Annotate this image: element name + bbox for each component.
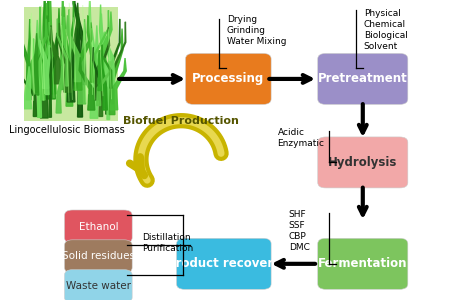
Polygon shape xyxy=(64,7,73,106)
Polygon shape xyxy=(109,29,123,115)
Text: Ethanol: Ethanol xyxy=(79,222,118,231)
Polygon shape xyxy=(18,11,31,100)
FancyBboxPatch shape xyxy=(24,7,118,121)
Text: Solid residues: Solid residues xyxy=(62,251,135,261)
Polygon shape xyxy=(111,22,126,104)
Text: Waste water: Waste water xyxy=(66,281,131,291)
Text: Product recovery: Product recovery xyxy=(167,257,281,270)
Polygon shape xyxy=(68,0,74,89)
Text: Fermentation: Fermentation xyxy=(318,257,408,270)
Polygon shape xyxy=(97,61,110,106)
Polygon shape xyxy=(110,58,126,110)
Polygon shape xyxy=(32,15,48,92)
Polygon shape xyxy=(64,17,70,91)
Polygon shape xyxy=(46,3,56,94)
Polygon shape xyxy=(106,19,120,114)
Polygon shape xyxy=(89,0,97,98)
Polygon shape xyxy=(46,0,49,99)
Polygon shape xyxy=(33,39,41,117)
Polygon shape xyxy=(67,28,79,102)
Polygon shape xyxy=(69,9,73,96)
Polygon shape xyxy=(22,66,36,116)
Polygon shape xyxy=(41,0,46,85)
Polygon shape xyxy=(78,14,82,117)
Polygon shape xyxy=(47,0,53,91)
Polygon shape xyxy=(46,45,50,95)
Polygon shape xyxy=(101,54,107,110)
Polygon shape xyxy=(49,48,52,117)
Polygon shape xyxy=(95,27,109,100)
Polygon shape xyxy=(38,7,42,88)
Text: Processing: Processing xyxy=(192,73,264,85)
Polygon shape xyxy=(36,20,48,88)
Polygon shape xyxy=(73,0,86,85)
Polygon shape xyxy=(58,23,72,92)
Text: Distillation
Purification: Distillation Purification xyxy=(142,232,193,253)
Polygon shape xyxy=(78,19,86,104)
Polygon shape xyxy=(87,16,93,82)
Polygon shape xyxy=(104,32,109,119)
FancyBboxPatch shape xyxy=(176,238,271,289)
Text: Lingocellulosic Biomass: Lingocellulosic Biomass xyxy=(9,125,125,135)
Polygon shape xyxy=(24,66,32,109)
Polygon shape xyxy=(94,10,109,83)
Polygon shape xyxy=(30,19,47,90)
Text: Biofuel Production: Biofuel Production xyxy=(123,116,239,126)
FancyBboxPatch shape xyxy=(318,137,408,188)
Text: Pretreatment: Pretreatment xyxy=(318,73,408,85)
Text: Physical
Chemical
Biological
Solvent: Physical Chemical Biological Solvent xyxy=(364,9,408,51)
Polygon shape xyxy=(98,50,102,91)
Polygon shape xyxy=(27,19,30,94)
FancyBboxPatch shape xyxy=(185,54,271,104)
FancyBboxPatch shape xyxy=(64,210,132,243)
Polygon shape xyxy=(100,5,108,108)
Polygon shape xyxy=(102,45,112,88)
Polygon shape xyxy=(40,33,58,118)
Polygon shape xyxy=(70,3,79,88)
Polygon shape xyxy=(66,15,81,82)
Polygon shape xyxy=(90,25,98,118)
Text: Drying
Grinding
Water Mixing: Drying Grinding Water Mixing xyxy=(227,15,286,46)
Polygon shape xyxy=(93,48,100,99)
Polygon shape xyxy=(98,11,112,84)
FancyBboxPatch shape xyxy=(318,238,408,289)
Polygon shape xyxy=(57,19,68,86)
Polygon shape xyxy=(60,0,64,89)
Polygon shape xyxy=(50,8,60,99)
FancyBboxPatch shape xyxy=(318,54,408,104)
FancyBboxPatch shape xyxy=(64,240,132,273)
Text: Hydrolysis: Hydrolysis xyxy=(328,156,398,169)
FancyBboxPatch shape xyxy=(64,270,132,301)
Text: Acidic
Enzymatic: Acidic Enzymatic xyxy=(278,128,325,148)
Text: SHF
SSF
CBP
DMC: SHF SSF CBP DMC xyxy=(289,210,310,253)
Polygon shape xyxy=(56,66,63,113)
Polygon shape xyxy=(41,22,50,100)
Polygon shape xyxy=(99,50,103,116)
Polygon shape xyxy=(79,57,95,110)
Polygon shape xyxy=(50,25,61,84)
Polygon shape xyxy=(32,33,39,95)
Polygon shape xyxy=(74,22,92,90)
Polygon shape xyxy=(100,14,115,87)
